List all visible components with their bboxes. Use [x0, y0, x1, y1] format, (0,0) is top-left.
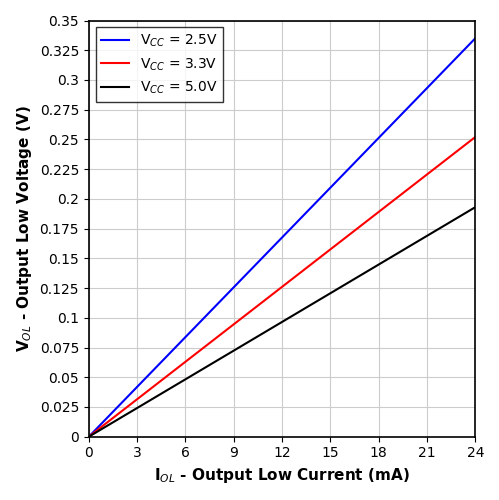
V$_{CC}$ = 3.3V: [403, 188, 409, 194]
V$_{CC}$ = 5.0V: [403, 246, 409, 252]
Line: V$_{CC}$ = 2.5V: V$_{CC}$ = 2.5V: [89, 38, 475, 436]
V$_{CC}$ = 5.0V: [86, 434, 92, 440]
V$_{CC}$ = 5.0V: [472, 204, 478, 210]
V$_{CC}$ = 2.5V: [472, 36, 478, 42]
V$_{CC}$ = 5.0V: [271, 324, 277, 330]
Line: V$_{CC}$ = 3.3V: V$_{CC}$ = 3.3V: [89, 137, 475, 436]
V$_{CC}$ = 2.5V: [269, 244, 275, 250]
V$_{CC}$ = 3.3V: [86, 434, 92, 440]
V$_{CC}$ = 2.5V: [271, 242, 277, 248]
V$_{CC}$ = 3.3V: [316, 256, 322, 262]
V$_{CC}$ = 5.0V: [316, 297, 322, 303]
V$_{CC}$ = 2.5V: [316, 196, 322, 202]
Line: V$_{CC}$ = 5.0V: V$_{CC}$ = 5.0V: [89, 207, 475, 436]
V$_{CC}$ = 5.0V: [295, 310, 301, 316]
V$_{CC}$ = 3.3V: [463, 141, 469, 147]
V$_{CC}$ = 2.5V: [86, 434, 92, 440]
Y-axis label: V$_{OL}$ - Output Low Voltage (V): V$_{OL}$ - Output Low Voltage (V): [15, 105, 34, 352]
V$_{CC}$ = 3.3V: [472, 134, 478, 140]
V$_{CC}$ = 2.5V: [403, 107, 409, 113]
X-axis label: I$_{OL}$ - Output Low Current (mA): I$_{OL}$ - Output Low Current (mA): [154, 466, 410, 485]
V$_{CC}$ = 3.3V: [271, 290, 277, 296]
Legend: V$_{CC}$ = 2.5V, V$_{CC}$ = 3.3V, V$_{CC}$ = 5.0V: V$_{CC}$ = 2.5V, V$_{CC}$ = 3.3V, V$_{CC…: [96, 28, 223, 102]
V$_{CC}$ = 3.3V: [295, 272, 301, 278]
V$_{CC}$ = 5.0V: [463, 210, 469, 216]
V$_{CC}$ = 3.3V: [269, 292, 275, 298]
V$_{CC}$ = 2.5V: [463, 45, 469, 51]
V$_{CC}$ = 2.5V: [295, 218, 301, 224]
V$_{CC}$ = 5.0V: [269, 324, 275, 330]
